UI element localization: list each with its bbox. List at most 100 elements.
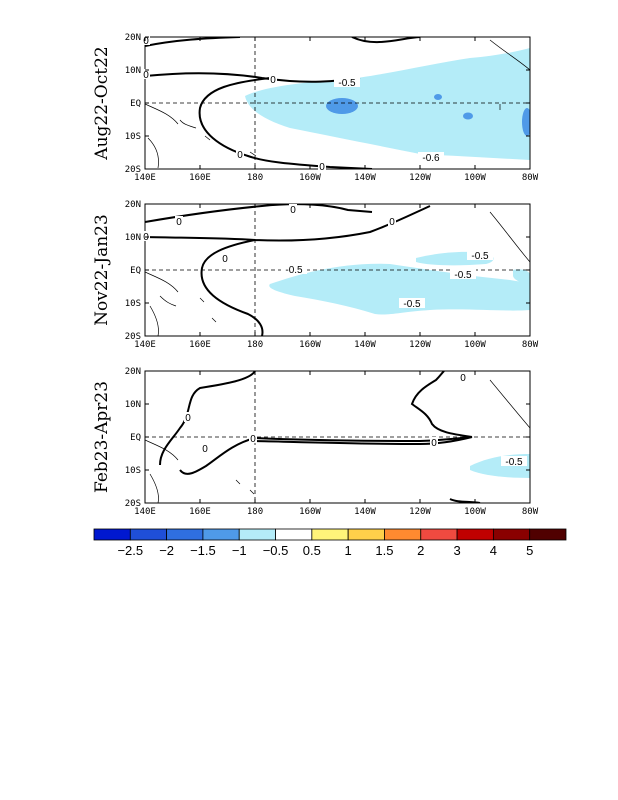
contour-label-bg: [142, 35, 150, 45]
contour-label: 0: [143, 36, 149, 47]
x-tick-label: 140W: [354, 507, 376, 517]
y-tick-label: 20N: [125, 367, 141, 377]
x-tick-label: 100W: [464, 507, 486, 517]
x-tick-label: 180: [247, 173, 263, 183]
panel-1-core: [463, 112, 473, 120]
contour-label: 0: [431, 438, 437, 449]
contour-label-bg: [142, 69, 150, 79]
x-tick-label: 140E: [134, 507, 156, 517]
contour-label-bg: [236, 149, 244, 159]
contour-label: 0: [460, 373, 466, 384]
colorbar-swatch: [347, 528, 385, 541]
panel-3-zero-contour: [159, 371, 481, 503]
y-tick-label: 10N: [125, 233, 141, 243]
contour-label: -0.5: [338, 78, 356, 89]
contour-label: 0: [185, 413, 191, 424]
contour-label-bg: [388, 216, 396, 226]
contour-label: -0.6: [422, 153, 440, 164]
y-tick-label: 20S: [125, 499, 141, 509]
colorbar-swatch: [129, 528, 168, 541]
contour-label-bg: [201, 443, 209, 453]
panel-2-ticks: 140E 160E 180 160W 140W 120W 100W 80W 20N 10N EQ 10…: [125, 200, 539, 350]
y-tick-label: EQ: [130, 99, 141, 109]
colorbar-label: −1.5: [190, 543, 216, 558]
x-tick-label: 80W: [522, 507, 539, 517]
x-tick-label: 140E: [134, 340, 156, 350]
panel-1-zero-contour: [145, 37, 421, 169]
contour-label-bg: [142, 231, 150, 241]
panel-1-contour-labels: 0 0 0 0 0 -0.5 -0.6: [142, 35, 444, 173]
x-tick-label: 120W: [409, 507, 431, 517]
x-tick-label: 180: [247, 340, 263, 350]
contour-label-bg: [334, 77, 360, 87]
panel-3-contour-labels: 0 0 0 0 0 -0.5: [184, 372, 527, 468]
x-tick-label: 160E: [189, 340, 211, 350]
contour-label-bg: [467, 250, 493, 260]
panel-1-core: [326, 98, 358, 114]
colorbar-swatch: [311, 528, 349, 541]
x-tick-label: 80W: [522, 340, 539, 350]
x-tick-label: 100W: [464, 173, 486, 183]
contour-label-bg: [450, 269, 476, 279]
x-tick-label: 140W: [354, 340, 376, 350]
colorbar-label: −0.5: [263, 543, 289, 558]
colorbar-swatch: [456, 528, 494, 541]
colorbar-label: 5: [526, 543, 533, 558]
x-tick-label: 140W: [354, 173, 376, 183]
colorbar-label: 3: [453, 543, 460, 558]
panel-1-core: [522, 108, 530, 136]
contour-label: -0.5: [505, 457, 523, 468]
colorbar-swatch: [420, 528, 458, 541]
contour-label-bg: [430, 437, 438, 447]
colorbar: −2.5 −2 −1.5 −1 −0.5 0.5 1 1.5 2 3 4 5: [93, 528, 567, 558]
colorbar-label: 1: [345, 543, 352, 558]
colorbar-swatch: [529, 528, 567, 541]
x-tick-label: 160E: [189, 173, 211, 183]
panel-1-label: Aug22-Oct22: [92, 46, 112, 160]
y-tick-label: 10S: [125, 132, 141, 142]
panel-3-label: Feb23-Apr23: [92, 381, 112, 493]
y-tick-label: 20N: [125, 33, 141, 43]
contour-label-bg: [501, 456, 527, 466]
x-tick-label: 180: [247, 507, 263, 517]
contour-label-bg: [269, 74, 277, 84]
contour-label: 0: [237, 150, 243, 161]
y-tick-label: 20S: [125, 332, 141, 342]
colorbar-label: 4: [490, 543, 497, 558]
contour-label: 0: [290, 205, 296, 216]
y-tick-label: 20N: [125, 200, 141, 210]
contour-label: 0: [250, 434, 256, 445]
panel-1: 0 0 0 0 0 -0.5 -0.6 140E 160E 180 160W 140W 120W 100…: [92, 33, 539, 183]
y-tick-label: 10S: [125, 299, 141, 309]
x-tick-label: 160W: [299, 340, 321, 350]
contour-label: -0.5: [403, 299, 421, 310]
contour-label: 0: [270, 75, 276, 86]
colorbar-swatch: [492, 528, 531, 541]
contour-label-bg: [399, 298, 425, 308]
x-tick-label: 160W: [299, 173, 321, 183]
x-tick-label: 160W: [299, 507, 321, 517]
y-tick-label: 10N: [125, 66, 141, 76]
colorbar-label: 1.5: [375, 543, 393, 558]
contour-label: 0: [319, 162, 325, 173]
panel-3: 0 0 0 0 0 -0.5 140E 160E 180 160W 140W 120W 100W 80W…: [92, 367, 539, 517]
contour-label-bg: [221, 253, 229, 263]
contour-label-bg: [459, 372, 467, 382]
contour-label: 0: [202, 444, 208, 455]
contour-label-bg: [289, 204, 297, 214]
colorbar-label: 2: [417, 543, 424, 558]
x-tick-label: 160E: [189, 507, 211, 517]
x-tick-label: 140E: [134, 173, 156, 183]
panel-1-coast: [145, 39, 530, 169]
y-tick-label: 10N: [125, 400, 141, 410]
colorbar-swatch: [93, 528, 131, 541]
x-tick-label: 80W: [522, 173, 539, 183]
y-tick-label: EQ: [130, 433, 141, 443]
contour-label-bg: [175, 216, 183, 226]
contour-label: -0.5: [454, 270, 472, 281]
x-tick-label: 120W: [409, 173, 431, 183]
colorbar-swatch: [384, 528, 422, 541]
